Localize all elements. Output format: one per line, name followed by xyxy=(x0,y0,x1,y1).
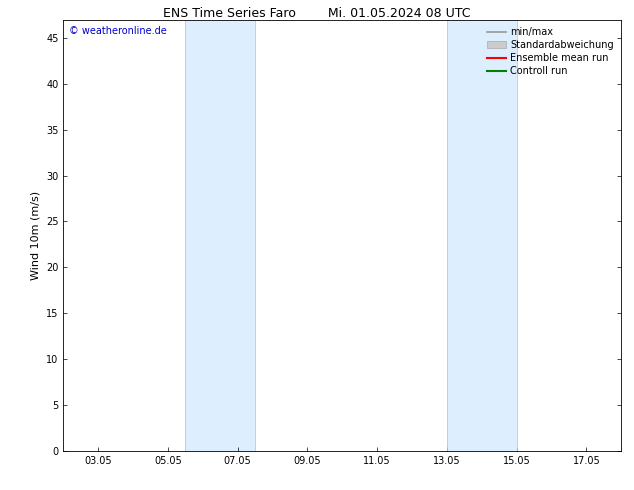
Legend: min/max, Standardabweichung, Ensemble mean run, Controll run: min/max, Standardabweichung, Ensemble me… xyxy=(484,24,616,79)
Text: ENS Time Series Faro        Mi. 01.05.2024 08 UTC: ENS Time Series Faro Mi. 01.05.2024 08 U… xyxy=(163,7,471,21)
Bar xyxy=(185,20,255,451)
Bar xyxy=(447,20,517,451)
Y-axis label: Wind 10m (m/s): Wind 10m (m/s) xyxy=(30,191,41,280)
Text: © weatheronline.de: © weatheronline.de xyxy=(69,26,167,36)
